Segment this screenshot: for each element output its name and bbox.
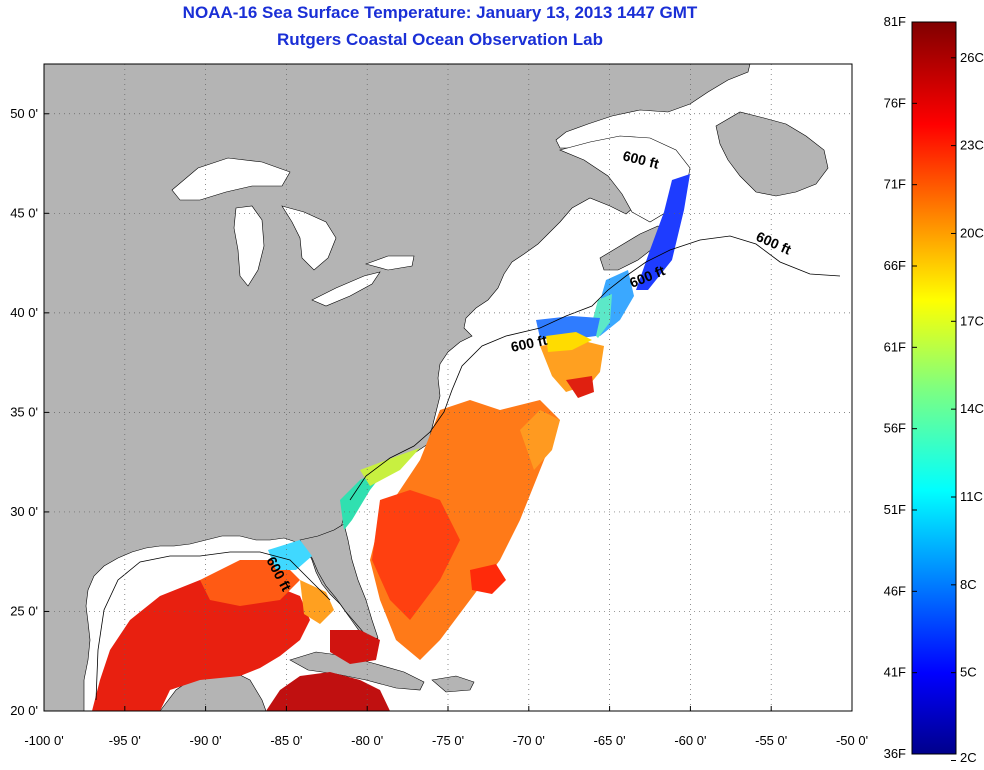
sst-data-layer — [92, 174, 690, 711]
colorbar-label-c: 23C — [960, 138, 984, 153]
colorbar-label-f: 66F — [884, 258, 906, 273]
depth-contour-600ft — [95, 235, 841, 701]
map-title: NOAA-16 Sea Surface Temperature: January… — [182, 3, 698, 22]
colorbar-label-c: 20C — [960, 225, 984, 240]
colorbar — [911, 21, 957, 755]
lake-superior — [171, 157, 291, 201]
colorbar-label-c: 17C — [960, 313, 984, 328]
lon-tick-label: -65 0' — [594, 733, 626, 748]
lat-tick-label: 25 0' — [10, 603, 38, 618]
colorbar-label-c: 5C — [960, 665, 977, 680]
lake-ontario — [365, 255, 415, 271]
colorbar-label-c: 26C — [960, 50, 984, 65]
lon-tick-label: -90 0' — [190, 733, 222, 748]
lon-tick-label: -55 0' — [755, 733, 787, 748]
colorbar-label-f: 36F — [884, 746, 906, 761]
lake-michigan — [233, 205, 265, 287]
colorbar-label-c: 2C — [960, 750, 977, 765]
lon-tick-label: -100 0' — [24, 733, 63, 748]
lat-tick-label: 50 0' — [10, 106, 38, 121]
hispaniola-island — [431, 675, 475, 693]
lon-tick-label: -95 0' — [109, 733, 141, 748]
lon-tick-label: -85 0' — [270, 733, 302, 748]
colorbar-label-f: 56F — [884, 421, 906, 436]
lat-tick-label: 30 0' — [10, 504, 38, 519]
colorbar-celsius-labels: 26C 23C 20C 17C 14C 11C 8C 5C 2C — [951, 50, 984, 765]
lon-tick-label: -50 0' — [836, 733, 868, 748]
colorbar-label-f: 41F — [884, 665, 906, 680]
colorbar-label-f: 71F — [884, 177, 906, 192]
colorbar-label-f: 76F — [884, 95, 906, 110]
colorbar-label-f: 61F — [884, 339, 906, 354]
lat-tick-label: 45 0' — [10, 205, 38, 220]
lat-axis: 20 0' 25 0' 30 0' 35 0' 40 0' 45 0' 50 0' — [10, 106, 49, 718]
lat-tick-label: 35 0' — [10, 404, 38, 419]
colorbar-label-c: 14C — [960, 401, 984, 416]
lat-tick-label: 40 0' — [10, 305, 38, 320]
colorbar-label-c: 11C — [960, 489, 983, 504]
lon-tick-label: -60 0' — [674, 733, 706, 748]
colorbar-label-f: 46F — [884, 583, 906, 598]
map-subtitle: Rutgers Coastal Ocean Observation Lab — [277, 30, 603, 49]
lat-tick-label: 20 0' — [10, 703, 38, 718]
colorbar-label-f: 51F — [884, 502, 906, 517]
lake-erie — [311, 271, 381, 307]
lon-tick-label: -80 0' — [351, 733, 383, 748]
colorbar-label-c: 8C — [960, 577, 977, 592]
colorbar-fahrenheit-labels: 81F 76F 71F 66F 61F 56F 51F 46F 41F 36F — [884, 14, 917, 761]
lon-axis: -100 0' -95 0' -90 0' -85 0' -80 0' -75 0' -70… — [24, 706, 868, 748]
depth-label: 600 ft — [509, 332, 548, 355]
lon-tick-label: -75 0' — [432, 733, 464, 748]
lon-tick-label: -70 0' — [513, 733, 545, 748]
lake-huron — [281, 205, 337, 271]
colorbar-label-f: 81F — [884, 14, 906, 29]
